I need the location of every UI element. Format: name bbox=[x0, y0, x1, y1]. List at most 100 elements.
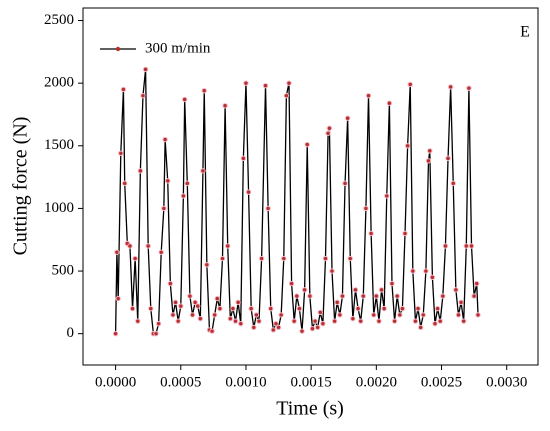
marker bbox=[334, 299, 340, 306]
y-tick-label: 1000 bbox=[44, 200, 74, 216]
marker bbox=[214, 295, 220, 302]
marker bbox=[200, 168, 206, 174]
marker bbox=[394, 293, 400, 299]
marker bbox=[127, 243, 133, 249]
marker bbox=[122, 180, 128, 187]
marker bbox=[115, 295, 121, 302]
marker bbox=[412, 318, 419, 324]
marker bbox=[161, 205, 167, 212]
marker bbox=[283, 92, 290, 99]
marker bbox=[238, 320, 244, 327]
y-tick-label: 0 bbox=[67, 325, 75, 341]
marker bbox=[172, 299, 179, 306]
marker bbox=[350, 315, 356, 322]
marker bbox=[320, 320, 326, 327]
marker bbox=[243, 80, 249, 86]
x-tick-label: 0.0025 bbox=[421, 374, 462, 390]
y-tick-label: 2500 bbox=[44, 12, 74, 28]
marker bbox=[317, 309, 323, 316]
marker bbox=[273, 320, 279, 327]
marker bbox=[368, 230, 374, 237]
marker bbox=[240, 155, 247, 162]
marker bbox=[460, 318, 467, 324]
marker bbox=[429, 274, 436, 281]
marker bbox=[432, 320, 438, 327]
x-tick-label: 0.0000 bbox=[95, 374, 136, 390]
marker bbox=[278, 312, 284, 318]
y-tick-label: 2000 bbox=[44, 75, 74, 91]
marker bbox=[195, 303, 201, 309]
marker bbox=[162, 136, 168, 143]
y-tick-label: 500 bbox=[52, 262, 75, 278]
marker bbox=[423, 268, 429, 274]
marker bbox=[434, 305, 441, 312]
marker bbox=[201, 87, 207, 94]
marker bbox=[325, 130, 331, 136]
marker bbox=[153, 330, 159, 337]
marker bbox=[275, 324, 282, 331]
marker bbox=[291, 318, 297, 324]
marker bbox=[360, 293, 367, 299]
marker bbox=[155, 320, 162, 327]
marker bbox=[165, 178, 171, 184]
marker bbox=[230, 305, 236, 312]
marker bbox=[326, 125, 333, 131]
marker bbox=[415, 305, 421, 312]
marker bbox=[222, 103, 228, 109]
marker bbox=[407, 81, 413, 88]
marker bbox=[437, 318, 443, 324]
marker bbox=[245, 189, 252, 195]
x-tick-label: 0.0015 bbox=[291, 374, 332, 390]
marker bbox=[118, 150, 124, 157]
marker bbox=[281, 255, 287, 262]
marker bbox=[219, 255, 226, 262]
marker bbox=[251, 324, 257, 331]
marker bbox=[399, 305, 406, 312]
marker bbox=[132, 255, 138, 262]
marker bbox=[445, 155, 451, 162]
marker bbox=[378, 287, 385, 293]
marker bbox=[389, 280, 395, 287]
marker bbox=[142, 66, 149, 73]
marker bbox=[475, 312, 481, 318]
marker bbox=[265, 205, 271, 212]
marker bbox=[453, 287, 459, 293]
marker bbox=[373, 293, 380, 299]
marker bbox=[235, 299, 241, 306]
marker bbox=[331, 318, 338, 324]
marker bbox=[442, 243, 449, 249]
marker bbox=[466, 85, 472, 91]
marker bbox=[120, 86, 127, 93]
marker bbox=[471, 293, 477, 299]
marker bbox=[427, 148, 433, 154]
marker bbox=[365, 92, 372, 99]
marker bbox=[363, 205, 369, 212]
marker bbox=[384, 193, 390, 199]
marker bbox=[474, 280, 480, 287]
marker bbox=[148, 305, 154, 312]
marker bbox=[402, 230, 408, 237]
marker bbox=[140, 92, 146, 99]
x-tick-label: 0.0005 bbox=[160, 374, 201, 390]
data-line bbox=[114, 69, 479, 335]
marker bbox=[381, 305, 387, 312]
marker bbox=[342, 180, 348, 187]
marker bbox=[309, 325, 316, 332]
marker bbox=[181, 96, 188, 103]
marker bbox=[227, 315, 234, 322]
marker bbox=[184, 180, 190, 187]
x-tick-label: 0.0020 bbox=[356, 374, 397, 390]
marker bbox=[180, 193, 187, 199]
marker bbox=[352, 287, 359, 293]
marker bbox=[404, 143, 411, 149]
marker bbox=[339, 293, 346, 299]
marker bbox=[322, 255, 329, 262]
marker bbox=[197, 315, 204, 322]
marker bbox=[294, 293, 300, 299]
marker bbox=[301, 287, 308, 293]
marker bbox=[329, 268, 335, 274]
marker bbox=[137, 168, 144, 174]
x-tick-label: 0.0010 bbox=[225, 374, 266, 390]
marker bbox=[232, 318, 239, 324]
